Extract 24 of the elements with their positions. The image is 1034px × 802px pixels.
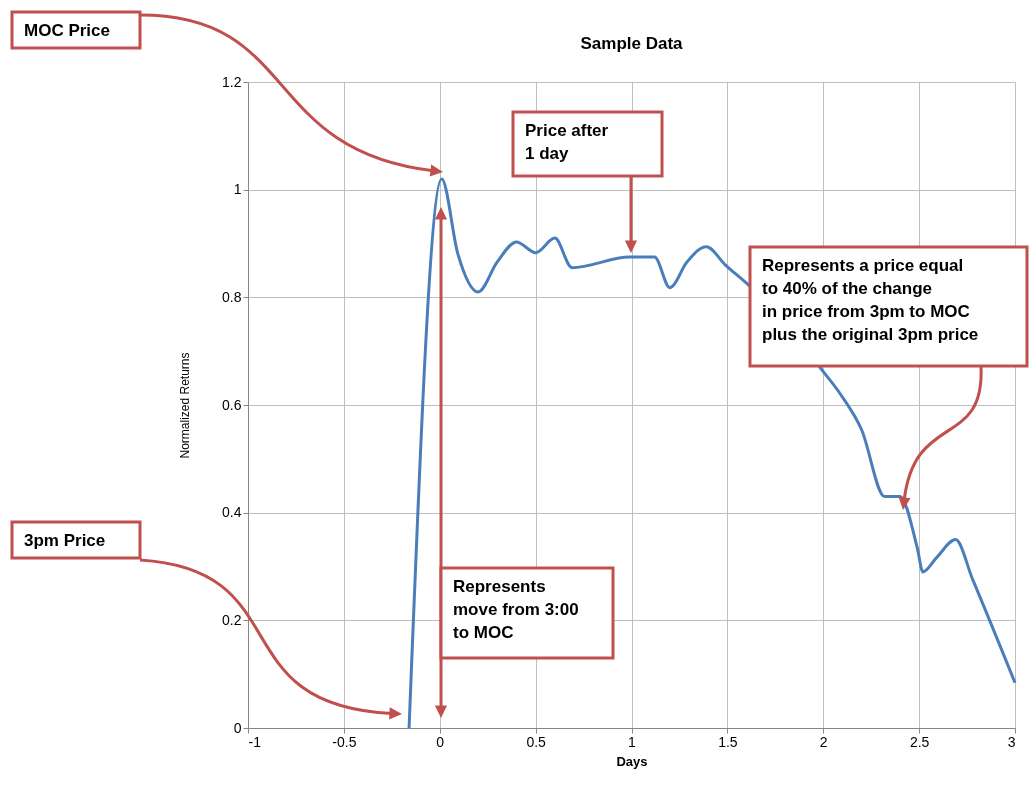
chart-title: Sample Data xyxy=(580,34,684,53)
x-tick-label: 3 xyxy=(1007,733,1016,750)
y-tick-label: 0.6 xyxy=(222,396,242,413)
annotation: Represents a price equal to 40% of the change in price from 3pm to MOC plus the original 3pm price xyxy=(762,256,979,344)
x-axis-title: Days xyxy=(616,753,648,769)
y-tick-label: 0 xyxy=(233,719,242,736)
y-tick-label: 0.8 xyxy=(222,288,242,305)
x-tick-label: 2 xyxy=(819,733,828,750)
x-tick-label: 0 xyxy=(436,733,445,750)
x-tick-label: 1 xyxy=(628,733,637,750)
y-tick-label: 0.2 xyxy=(222,611,242,628)
x-tick-label: 2.5 xyxy=(909,733,930,750)
x-tick-label: 0.5 xyxy=(526,733,547,750)
y-axis-title: Normalized Returns xyxy=(178,352,193,459)
y-tick-label: 1.2 xyxy=(222,73,242,90)
text: 3pm Price xyxy=(24,531,106,550)
x-tick-label: -1 xyxy=(248,733,262,750)
x-tick-label: 1.5 xyxy=(718,733,738,750)
annotation: Represents move from 3:00 to MOC xyxy=(453,577,579,642)
x-tick-label: -0.5 xyxy=(332,733,357,750)
y-tick-label: 0.4 xyxy=(222,504,242,521)
text: MOC Price xyxy=(24,21,110,40)
annotation: Price after 1 day xyxy=(525,121,609,163)
y-tick-label: 1 xyxy=(233,181,242,198)
